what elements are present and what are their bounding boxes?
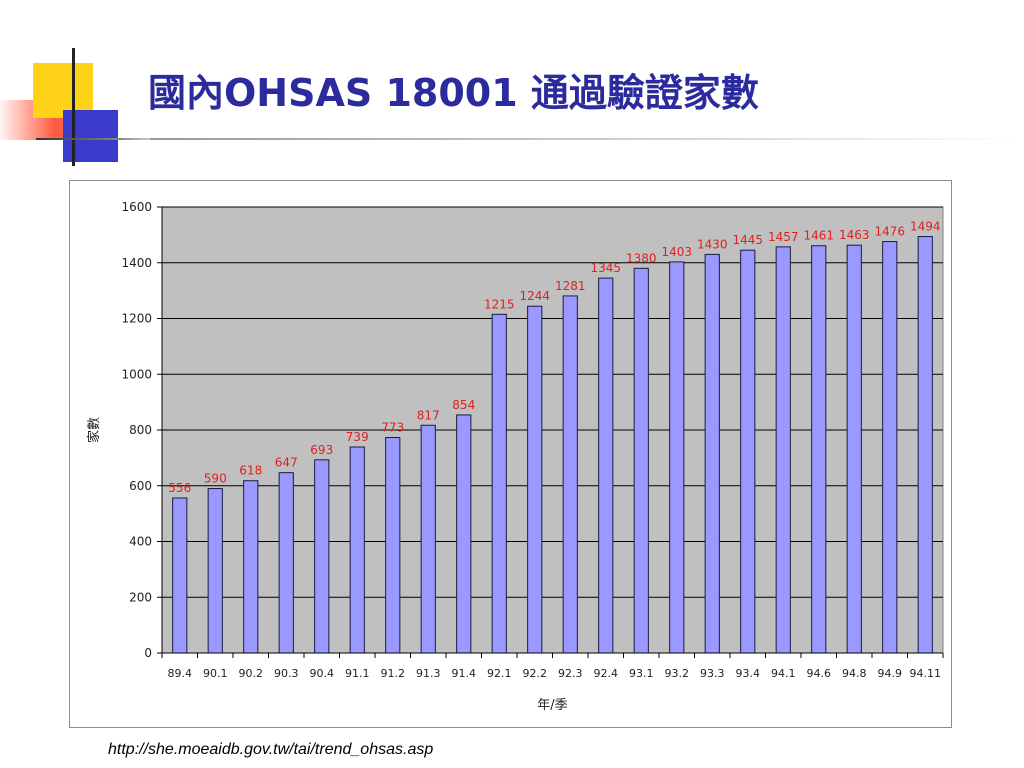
x-tick-label: 93.4: [736, 667, 761, 680]
data-label: 817: [417, 408, 440, 422]
value-labels: 556 590 618 647 693 739 773 817 854 1215 1244 1281 1…: [168, 220, 940, 495]
bar: [562, 295, 578, 654]
bar: [278, 472, 294, 654]
x-tick-label: 91.1: [345, 667, 370, 680]
x-tick-label: 91.4: [452, 667, 477, 680]
bar: [491, 313, 507, 654]
data-label: 1494: [910, 220, 941, 234]
title-underline: [150, 138, 1020, 140]
x-tick-label: 94.6: [807, 667, 832, 680]
bar: [811, 245, 827, 654]
x-tick-label: 94.1: [771, 667, 796, 680]
bar: [314, 459, 330, 654]
bar: [420, 424, 436, 654]
bar: [633, 267, 649, 654]
bar: [207, 488, 223, 654]
data-label: 854: [452, 398, 475, 412]
data-label: 1461: [803, 229, 834, 243]
data-label: 1430: [697, 237, 728, 251]
x-tick-label: 90.4: [310, 667, 335, 680]
data-label: 1463: [839, 228, 870, 242]
y-tick-label: 1600: [121, 200, 152, 214]
y-tick-label: 1000: [121, 367, 152, 381]
data-label: 1345: [590, 261, 621, 275]
x-tick-label: 94.9: [878, 667, 903, 680]
bar: [243, 480, 259, 654]
data-label: 1215: [484, 297, 515, 311]
x-tick-label: 90.2: [239, 667, 264, 680]
data-label: 647: [275, 456, 298, 470]
bar: [704, 253, 720, 654]
bar: [882, 241, 898, 654]
data-label: 590: [204, 472, 227, 486]
x-tick-label: 93.2: [665, 667, 690, 680]
x-axis-title: 年/季: [537, 698, 567, 713]
data-label: 693: [310, 443, 333, 457]
x-tick-label: 92.2: [523, 667, 548, 680]
decorative-yellow-square: [33, 63, 93, 118]
data-label: 1457: [768, 230, 799, 244]
y-axis-title: 家數: [86, 417, 102, 443]
x-tick-label: 92.4: [594, 667, 619, 680]
data-label: 618: [239, 464, 262, 478]
chart-frame: 556 590 618 647 693 739 773 817 854 1215 1244 1281 1…: [69, 180, 952, 728]
source-url[interactable]: http://she.moeaidb.gov.tw/tai/trend_ohsa…: [108, 741, 434, 758]
data-label: 773: [381, 421, 404, 435]
y-tick-label: 200: [129, 590, 152, 604]
bar: [917, 236, 933, 654]
x-tick-label: 94.11: [910, 667, 942, 680]
y-tick-label: 600: [129, 479, 152, 493]
y-tick-label: 1400: [121, 256, 152, 270]
bar: [172, 497, 188, 654]
data-label: 739: [346, 430, 369, 444]
bars: [172, 236, 933, 654]
x-tick-label: 92.1: [487, 667, 512, 680]
x-tick-label: 92.3: [558, 667, 583, 680]
x-tick-label: 90.1: [203, 667, 228, 680]
bar: [456, 414, 472, 654]
data-label: 1380: [626, 251, 657, 265]
bar: [846, 244, 862, 654]
x-tick-label: 94.8: [842, 667, 867, 680]
bar: [598, 277, 614, 654]
x-tick-label: 93.3: [700, 667, 725, 680]
bar: [349, 446, 365, 654]
data-label: 1244: [519, 289, 550, 303]
y-axis: 0 200 400 600 800 1000 1200 1400 1600: [121, 200, 163, 660]
bar: [740, 249, 756, 654]
x-tick-label: 89.4: [168, 667, 193, 680]
y-tick-label: 400: [129, 535, 152, 549]
bar: [385, 437, 401, 654]
x-tick-label: 91.3: [416, 667, 441, 680]
data-label: 1281: [555, 279, 586, 293]
data-label: 1445: [732, 233, 763, 247]
data-label: 1403: [661, 245, 692, 259]
y-tick-label: 1200: [121, 312, 152, 326]
x-tick-label: 93.1: [629, 667, 654, 680]
slide-title: 國內OHSAS 18001 通過驗證家數: [148, 71, 759, 115]
data-label: 1476: [874, 225, 905, 239]
y-tick-label: 0: [144, 646, 152, 660]
x-axis: 89.4 90.1 90.2 90.3 90.4 91.1 91.2 91.3 91.4 92.1…: [161, 652, 944, 680]
decorative-vertical-line: [72, 48, 75, 166]
bar: [775, 246, 791, 654]
bar-chart: 556 590 618 647 693 739 773 817 854 1215 1244 1281 1…: [86, 200, 944, 713]
x-tick-label: 90.3: [274, 667, 299, 680]
x-tick-label: 91.2: [381, 667, 406, 680]
data-label: 556: [168, 481, 191, 495]
y-tick-label: 800: [129, 423, 152, 437]
decorative-horizontal-line: [36, 138, 176, 140]
bar: [527, 305, 543, 654]
bar: [669, 261, 685, 654]
